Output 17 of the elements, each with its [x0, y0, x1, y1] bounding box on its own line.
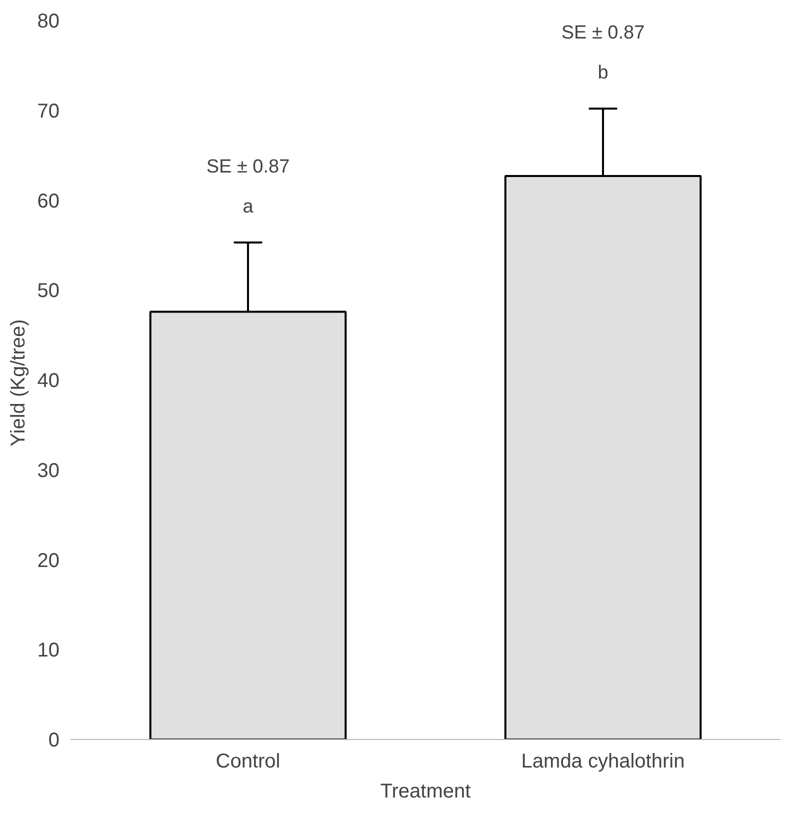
x-tick-label: Lamda cyhalothrin [521, 750, 685, 772]
x-tick-label: Control [216, 750, 280, 772]
annotation: b [598, 62, 608, 84]
y-tick-label: 40 [37, 370, 60, 392]
y-tick-label: 10 [37, 640, 60, 662]
annotation: SE ± 0.87 [206, 156, 290, 178]
annotation: SE ± 0.87 [561, 22, 645, 44]
y-tick-label: 20 [37, 550, 60, 572]
y-axis-title: Yield (Kg/tree) [7, 319, 30, 446]
annotation: a [242, 196, 254, 218]
y-tick-label: 70 [37, 100, 60, 122]
y-tick-label: 60 [37, 190, 60, 212]
y-tick-label: 50 [37, 280, 60, 302]
y-tick-label: 30 [37, 460, 60, 482]
x-axis-title: Treatment [380, 780, 472, 802]
y-tick-label: 0 [48, 730, 60, 752]
y-tick-label: 80 [37, 10, 60, 32]
